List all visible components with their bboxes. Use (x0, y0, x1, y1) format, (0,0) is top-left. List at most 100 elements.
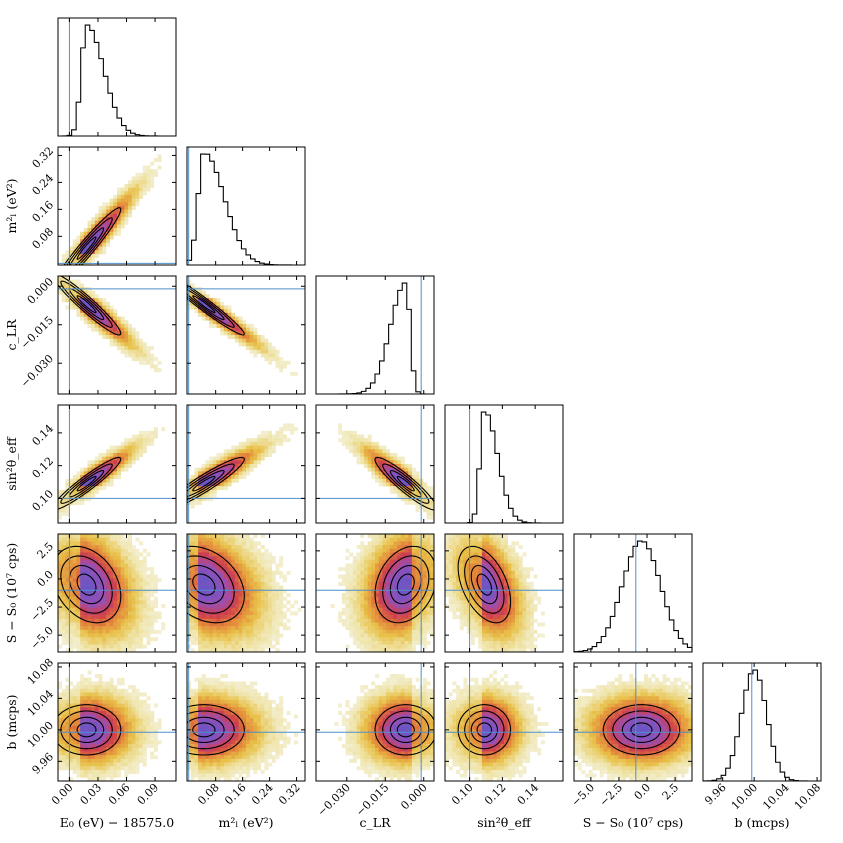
density-cell (80, 688, 85, 693)
density-cell (124, 438, 129, 443)
density-cell (102, 556, 107, 561)
density-cell (220, 640, 225, 645)
density-cell (456, 585, 461, 590)
density-cell (485, 545, 490, 550)
density-cell (105, 766, 110, 771)
density-cell (382, 640, 387, 645)
density-cell (216, 607, 221, 612)
density-cell (264, 445, 269, 450)
density-cell (61, 489, 66, 494)
density-cell (264, 574, 269, 579)
density-cell (120, 593, 125, 597)
density-cell (61, 710, 66, 715)
density-cell (83, 552, 88, 557)
density-cell (212, 537, 217, 542)
density-cell (526, 629, 531, 634)
density-cell (349, 622, 354, 627)
density-cell (113, 644, 118, 649)
density-cell (153, 430, 158, 435)
density-cell (511, 589, 516, 594)
density-cell (194, 500, 199, 505)
density-cell (72, 537, 77, 542)
density-cell (102, 220, 107, 225)
density-cell (338, 438, 343, 443)
density-cell (131, 327, 136, 332)
density-cell (205, 611, 210, 616)
density-cell (393, 460, 398, 465)
density-cell (109, 552, 114, 557)
density-cell (120, 585, 125, 590)
density-cell (194, 633, 199, 638)
histogram-line-sin2 (445, 411, 563, 524)
density-cell (102, 316, 107, 321)
density-cell (526, 644, 531, 649)
density-cell (356, 559, 361, 564)
density-cell (253, 353, 258, 358)
density-cell (246, 456, 250, 461)
density-cell (382, 537, 387, 542)
density-cell (526, 574, 531, 579)
density-cell (352, 622, 357, 627)
contour-1.5σ (60, 555, 113, 614)
density-cell (83, 537, 88, 542)
density-cell (234, 335, 239, 339)
density-cell (113, 449, 118, 454)
density-cell (65, 298, 70, 303)
density-cell (139, 589, 144, 594)
density-cell (411, 629, 416, 634)
density-cell (205, 648, 210, 652)
density-cell (142, 176, 147, 181)
density-cell (500, 581, 505, 586)
density-cell (349, 445, 354, 450)
density-cell (117, 534, 121, 538)
density-cell (69, 537, 74, 542)
density-cell (257, 438, 262, 443)
density-cell (518, 596, 523, 601)
density-cell (253, 633, 258, 638)
density-cell (212, 567, 217, 572)
density-cell (58, 500, 62, 505)
density-cell (98, 699, 103, 704)
density-cell (61, 692, 66, 697)
density-cell (80, 674, 85, 679)
density-cell (496, 545, 501, 550)
density-cell (98, 471, 103, 476)
density-cell (131, 460, 136, 465)
density-cell (356, 456, 361, 461)
density-cell (150, 169, 155, 174)
density-cell (257, 567, 262, 572)
density-cell (386, 478, 391, 483)
density-cell (128, 349, 133, 354)
density-cell (246, 464, 250, 468)
density-cell (117, 611, 121, 616)
density-cell (113, 217, 118, 222)
density-cell (242, 585, 247, 590)
density-cell (408, 493, 413, 498)
density-cell (389, 633, 394, 638)
density-cell (375, 640, 379, 645)
density-cell (80, 541, 85, 546)
density-cell (492, 622, 497, 627)
density-cell (76, 648, 81, 652)
density-cell (190, 567, 195, 572)
density-cell (279, 633, 284, 638)
density-cell (131, 445, 136, 450)
density-cell (223, 633, 228, 638)
density-cell (397, 574, 402, 579)
density-cell (397, 493, 402, 498)
density-cell (117, 475, 121, 480)
density-cell (87, 537, 92, 542)
density-cell (109, 600, 114, 605)
density-cell (430, 626, 434, 631)
density-cell (98, 298, 103, 303)
density-cell (102, 596, 107, 601)
density-cell (146, 611, 151, 616)
density-cell (212, 316, 217, 321)
density-cell (426, 618, 431, 623)
density-cell (65, 710, 70, 715)
density-cell (415, 489, 420, 494)
density-cell (268, 640, 273, 645)
density-cell (91, 224, 96, 229)
density-cell (98, 486, 103, 491)
density-cell (223, 456, 228, 461)
